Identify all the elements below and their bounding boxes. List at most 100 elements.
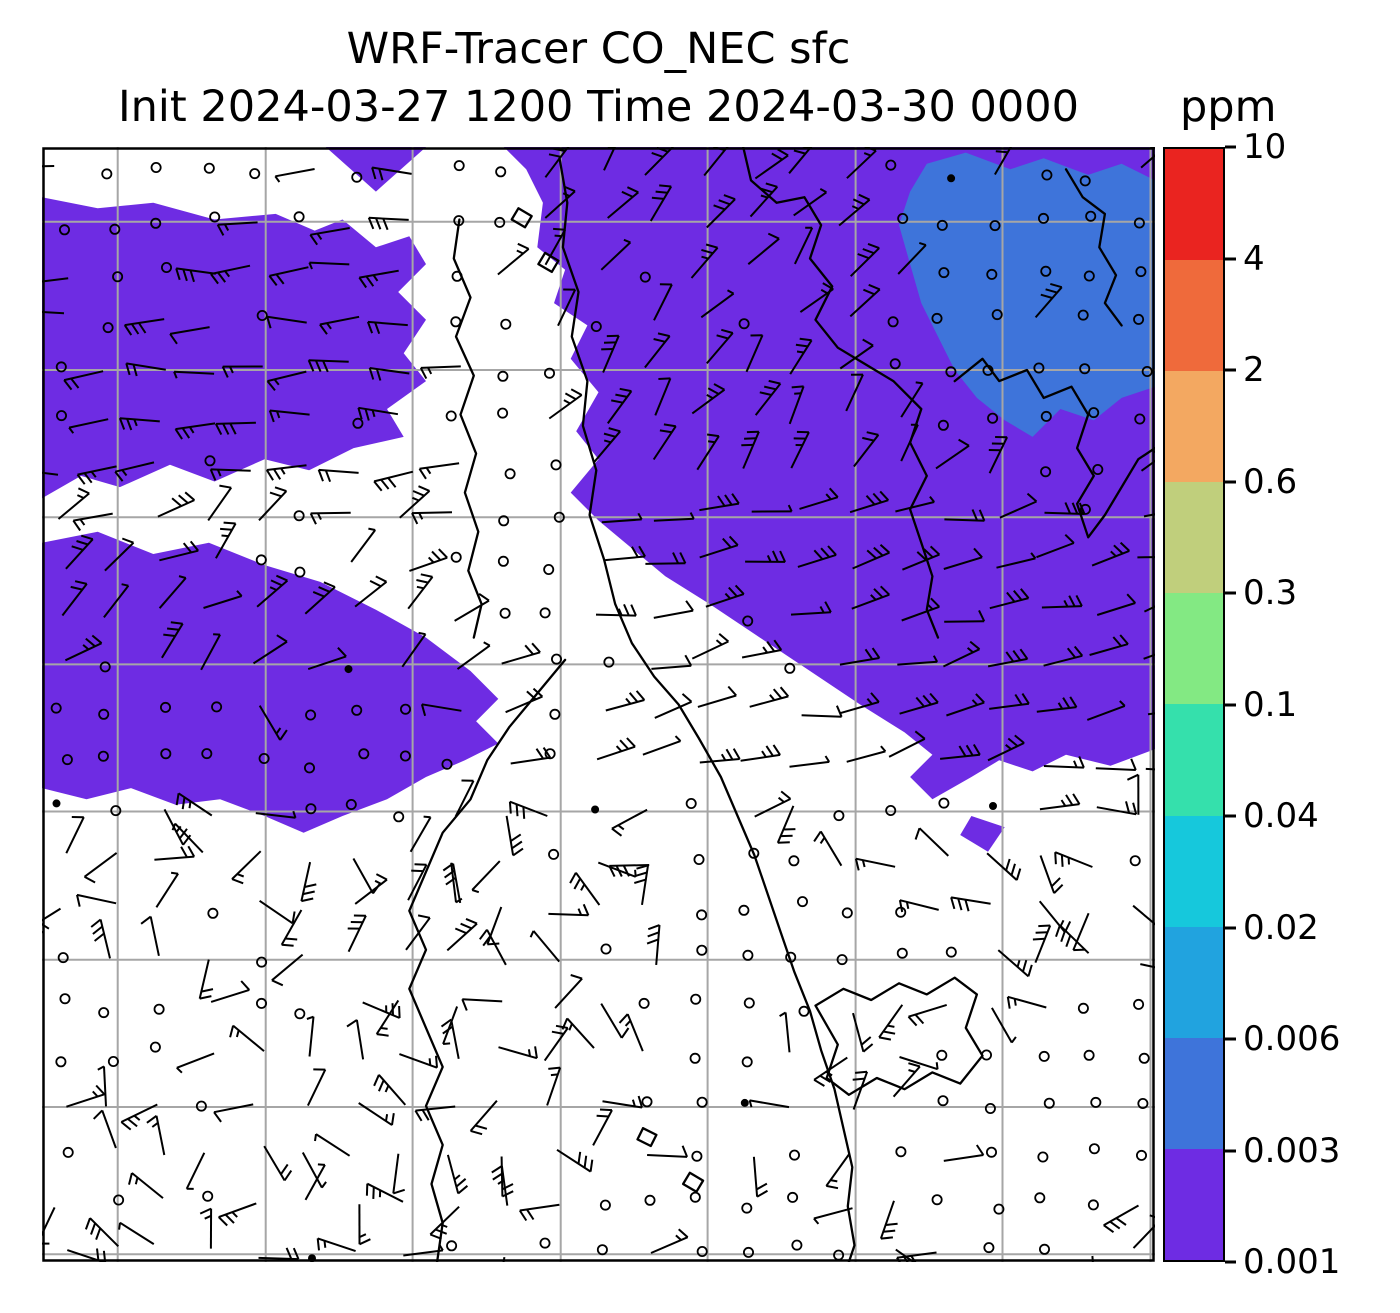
calm-wind-circle bbox=[696, 1096, 708, 1108]
wind-barb-tick bbox=[880, 745, 887, 753]
wind-barb-tick bbox=[819, 188, 827, 194]
wind-barb-tick bbox=[268, 410, 275, 423]
wind-barb-staff bbox=[788, 386, 805, 425]
wind-barb-tick bbox=[1126, 593, 1137, 604]
wind-barb-tick bbox=[1065, 935, 1072, 948]
calm-wind-circle bbox=[931, 1194, 943, 1206]
wind-barb-tick bbox=[125, 363, 131, 376]
wind-barb-staff bbox=[42, 165, 55, 168]
calm-wind-circle bbox=[1134, 413, 1146, 425]
calm-wind-circle bbox=[841, 907, 853, 919]
wind-barb-tick bbox=[427, 367, 433, 375]
wind-barb-tick bbox=[97, 1065, 105, 1071]
wind-barb-staff bbox=[419, 462, 460, 470]
wind-barb-tick bbox=[1068, 595, 1076, 607]
wind-barb-staff bbox=[500, 1165, 509, 1206]
wind-barb-staff bbox=[899, 899, 939, 911]
wind-barb-staff bbox=[255, 812, 296, 819]
wind-barb-tick bbox=[95, 1227, 102, 1240]
wind-barb-tick bbox=[548, 1066, 561, 1070]
wind-barb-tick bbox=[1016, 959, 1021, 968]
wind-barb-staff bbox=[99, 919, 111, 959]
wind-barb-tick bbox=[681, 693, 693, 703]
wind-barb-tick bbox=[765, 182, 778, 188]
wind-barb-staff bbox=[946, 701, 985, 717]
calm-wind-circle bbox=[57, 952, 69, 964]
wind-barb-staff bbox=[210, 988, 250, 1003]
calm-wind-circle bbox=[748, 847, 760, 859]
calm-wind-circle bbox=[885, 805, 897, 817]
wind-barb-staff bbox=[597, 861, 637, 878]
wind-barb-tick bbox=[270, 579, 283, 587]
wind-barb-tick bbox=[511, 840, 523, 850]
wind-barb-tick bbox=[1113, 544, 1124, 555]
wind-barb-staff bbox=[373, 470, 414, 483]
wind-barb-tick bbox=[706, 433, 720, 438]
wind-barb-tick bbox=[316, 1238, 320, 1251]
wind-barb-tick bbox=[1050, 282, 1063, 289]
wind-barb-staff bbox=[696, 435, 720, 471]
wind-barb-tick bbox=[291, 911, 296, 924]
wind-barb-tick bbox=[1110, 550, 1117, 557]
wind-barb-tick bbox=[929, 692, 939, 704]
wind-barb-tick bbox=[318, 586, 330, 593]
wind-barb-tick bbox=[81, 534, 94, 541]
wind-barb-tick bbox=[175, 268, 181, 281]
calm-wind-circle bbox=[1077, 1002, 1089, 1014]
wind-barb-tick bbox=[492, 1172, 504, 1181]
wind-barb-tick bbox=[603, 432, 616, 438]
wind-barb-tick bbox=[1032, 937, 1045, 941]
wind-barb-tick bbox=[266, 380, 276, 392]
wind-barb-tick bbox=[412, 490, 425, 497]
wind-barb-tick bbox=[551, 1030, 564, 1035]
wind-barb-staff bbox=[939, 753, 981, 760]
wind-barb-staff bbox=[155, 873, 179, 908]
calm-wind-circle bbox=[109, 223, 121, 235]
wind-barb-tick bbox=[647, 924, 660, 931]
wind-barb-tick bbox=[306, 1015, 314, 1020]
coastline bbox=[742, 147, 940, 639]
calm-wind-circle bbox=[1136, 1149, 1148, 1161]
wind-barb-tick bbox=[1119, 541, 1130, 552]
wind-barb-tick bbox=[283, 1170, 293, 1182]
calm-wind-circle bbox=[742, 615, 754, 627]
wind-barb-staff bbox=[557, 289, 577, 327]
wind-barb-staff bbox=[409, 816, 432, 853]
wind-barb-staff bbox=[149, 916, 160, 957]
wind-barb-tick bbox=[862, 338, 874, 347]
wind-barb-tick bbox=[580, 883, 586, 891]
wind-barb-staff bbox=[519, 1203, 560, 1212]
wind-barb-staff bbox=[359, 269, 399, 279]
calm-wind-circle bbox=[696, 944, 708, 956]
wind-barb-staff bbox=[1143, 653, 1155, 660]
colorbar bbox=[1163, 147, 1225, 1262]
wind-barb-tick bbox=[516, 249, 524, 255]
calm-wind-circle bbox=[453, 215, 465, 227]
wind-barb-staff bbox=[899, 1056, 938, 1071]
wind-barb-tick bbox=[779, 686, 790, 698]
wind-barb-staff bbox=[256, 579, 289, 608]
wind-barb-tick bbox=[275, 574, 288, 582]
wind-barb-tick bbox=[314, 360, 322, 372]
wind-barb-tick bbox=[438, 548, 448, 559]
calm-wind-circle bbox=[249, 168, 261, 180]
wind-barb-tick bbox=[312, 590, 325, 598]
calm-wind-circle bbox=[887, 316, 899, 328]
calm-wind-circle bbox=[691, 1150, 703, 1162]
wind-barb-staff bbox=[505, 695, 543, 714]
calm-wind-circle bbox=[896, 947, 908, 959]
wind-barb-tick bbox=[418, 631, 426, 636]
wind-barb-tick bbox=[308, 262, 313, 270]
calm-wind-circle bbox=[112, 271, 124, 283]
calm-wind-circle bbox=[58, 224, 70, 236]
calm-wind-circle bbox=[1138, 1052, 1150, 1064]
wind-barb-tick bbox=[442, 1025, 454, 1035]
wind-barb-tick bbox=[761, 750, 767, 758]
wind-barb-tick bbox=[420, 704, 427, 717]
wind-barb-tick bbox=[732, 748, 741, 760]
wind-barb-staff bbox=[258, 490, 288, 521]
calm-wind-circle bbox=[101, 168, 113, 180]
calm-wind-circle bbox=[99, 661, 111, 673]
wind-barb-tick bbox=[898, 900, 904, 913]
wind-barb-tick bbox=[1119, 634, 1129, 645]
